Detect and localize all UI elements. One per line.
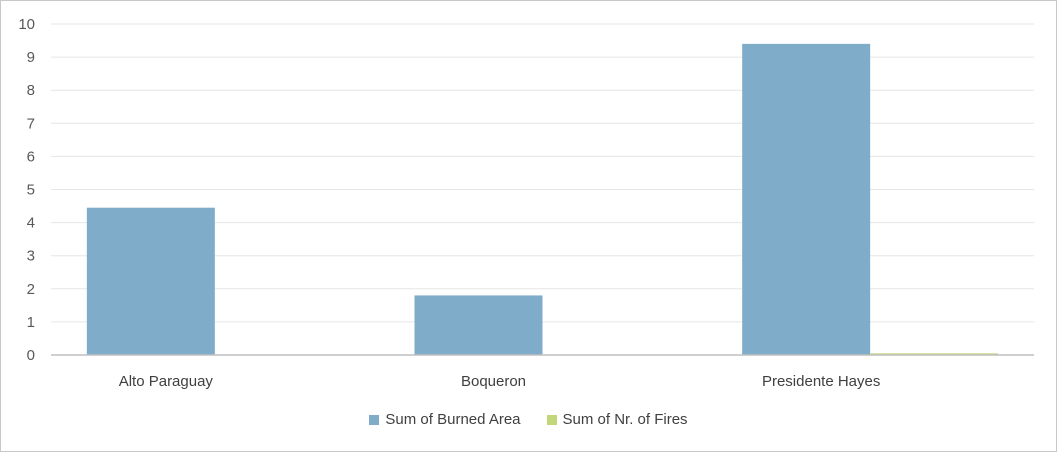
y-tick-label: 4 <box>27 215 35 232</box>
x-tick-label: Presidente Hayes <box>762 373 880 390</box>
y-tick-label: 1 <box>27 314 35 331</box>
y-tick-label: 7 <box>27 115 35 132</box>
y-tick-label: 6 <box>27 148 35 165</box>
y-tick-label: 3 <box>27 248 35 265</box>
y-tick-label: 8 <box>27 82 35 99</box>
legend-item-burned-area: Sum of Burned Area <box>369 411 521 428</box>
legend: Sum of Burned Area Sum of Nr. of Fires <box>1 411 1056 428</box>
bar <box>86 207 215 355</box>
legend-label-nr-of-fires: Sum of Nr. of Fires <box>562 411 688 428</box>
y-tick-label: 5 <box>27 182 35 199</box>
y-tick-label: 0 <box>27 347 35 364</box>
bar <box>870 353 999 355</box>
legend-swatch-burned-area <box>369 414 380 425</box>
bar <box>742 43 871 356</box>
y-tick-label: 10 <box>18 16 35 33</box>
bar-chart: 0 1 2 3 4 5 6 7 8 9 10 Alto Paraguay Boqueron Preside… <box>18 16 1034 390</box>
y-tick-label: 2 <box>27 281 35 298</box>
bar <box>414 295 543 355</box>
y-tick-label: 9 <box>27 49 35 66</box>
legend-swatch-nr-of-fires <box>546 414 557 425</box>
x-tick-label: Alto Paraguay <box>119 373 214 390</box>
legend-label-burned-area: Sum of Burned Area <box>385 411 521 428</box>
legend-item-nr-of-fires: Sum of Nr. of Fires <box>546 411 688 428</box>
x-tick-label: Boqueron <box>461 373 526 390</box>
